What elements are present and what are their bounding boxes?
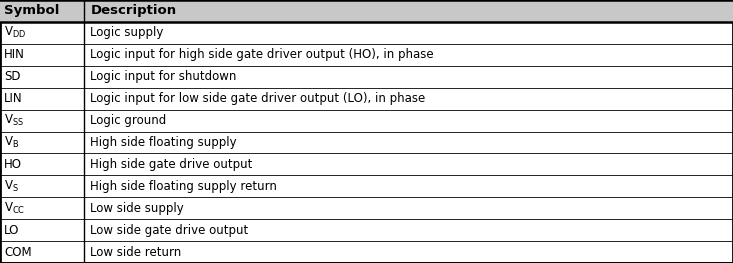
Text: $\mathregular{V_{B}}$: $\mathregular{V_{B}}$ — [4, 135, 19, 150]
Text: COM: COM — [4, 246, 32, 259]
Text: $\mathregular{V_{DD}}$: $\mathregular{V_{DD}}$ — [4, 25, 26, 41]
Text: Low side return: Low side return — [90, 246, 182, 259]
Text: Logic input for shutdown: Logic input for shutdown — [90, 70, 237, 83]
Text: LO: LO — [4, 224, 19, 237]
Text: Logic input for high side gate driver output (HO), in phase: Logic input for high side gate driver ou… — [90, 48, 434, 61]
Text: Logic supply: Logic supply — [90, 26, 163, 39]
Bar — [0, 0, 733, 22]
Text: LIN: LIN — [4, 92, 23, 105]
Text: High side gate drive output: High side gate drive output — [90, 158, 253, 171]
Text: $\mathregular{V_{SS}}$: $\mathregular{V_{SS}}$ — [4, 113, 24, 128]
Text: $\mathregular{V_{CC}}$: $\mathregular{V_{CC}}$ — [4, 201, 25, 216]
Text: HO: HO — [4, 158, 22, 171]
Text: HIN: HIN — [4, 48, 25, 61]
Text: Low side gate drive output: Low side gate drive output — [90, 224, 248, 237]
Text: Logic ground: Logic ground — [90, 114, 166, 127]
Text: Symbol: Symbol — [4, 4, 59, 17]
Text: High side floating supply: High side floating supply — [90, 136, 237, 149]
Text: $\mathregular{V_{S}}$: $\mathregular{V_{S}}$ — [4, 179, 19, 194]
Text: Low side supply: Low side supply — [90, 202, 184, 215]
Text: High side floating supply return: High side floating supply return — [90, 180, 277, 193]
Text: SD: SD — [4, 70, 21, 83]
Text: Description: Description — [90, 4, 177, 17]
Text: Logic input for low side gate driver output (LO), in phase: Logic input for low side gate driver out… — [90, 92, 426, 105]
